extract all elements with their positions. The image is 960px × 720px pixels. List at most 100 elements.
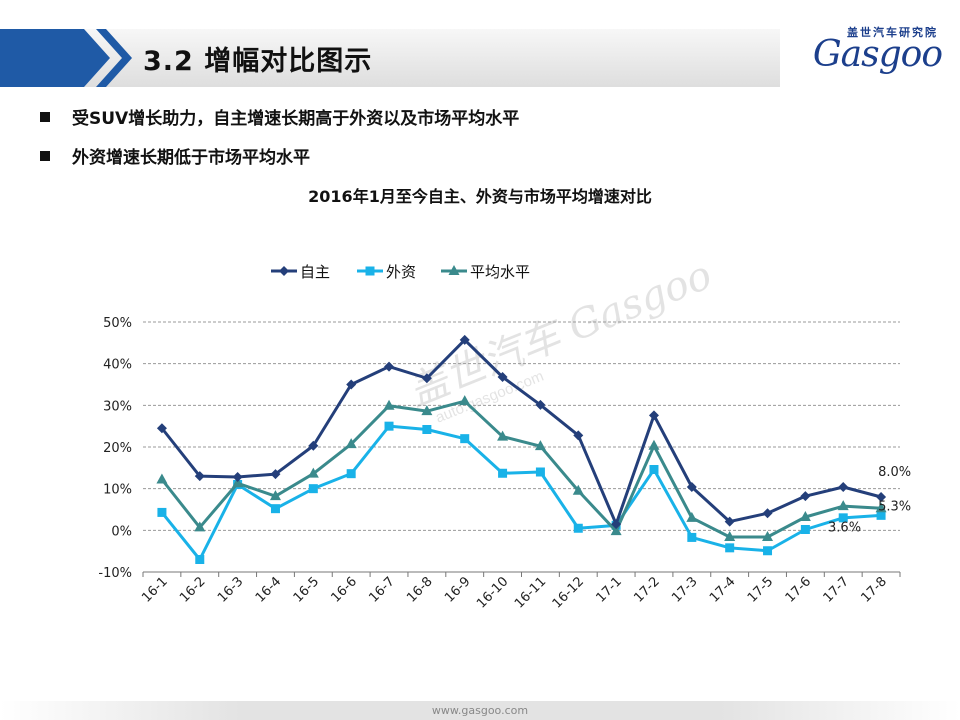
series-line [160,338,882,526]
data-point [194,471,205,482]
chevron-secondary [96,29,132,87]
data-point [572,484,584,495]
data-point [346,379,357,390]
data-point [799,511,811,521]
end-label: 5.3% [878,499,911,514]
x-axis: 16-1 16-2 16-3 16-4 16-5 16-6 16-7 16-8 16-9 16-1… [139,571,901,612]
logo-text-cn: 盖世汽车研究院 [847,26,938,39]
x-tick-label: 17-3 [669,574,700,605]
data-point [195,555,205,564]
legend-item: 外资 [357,263,416,281]
y-axis-ticks: 50% 40% 30% 20% 10% 0% -10% [98,316,132,581]
data-point [270,504,280,514]
data-point [365,266,375,276]
data-point [762,531,774,541]
watermark-logo: 盖世汽车 Gasgoo [402,252,719,416]
x-tick-label: 16-4 [253,574,284,605]
legend-item: 自主 [271,263,330,281]
slide-title: 3.2 增幅对比图示 [143,46,373,77]
data-point [535,399,546,410]
legend-item: 平均水平 [441,263,530,281]
x-tick-label: 16-5 [291,574,322,605]
data-point [346,469,356,479]
data-point [837,500,849,511]
data-point [875,502,887,513]
chart-legend: 自主 外资 平均水平 [271,263,530,281]
footer-bar [0,701,960,720]
y-tick-label: 50% [103,316,132,331]
x-tick-label: 16-1 [139,574,170,605]
data-point [725,543,735,553]
y-tick-label: -10% [98,566,132,581]
y-tick-label: 20% [103,441,132,456]
data-point [648,410,659,421]
x-tick-label: 16-8 [404,574,435,605]
data-point [308,484,318,494]
data-point [876,492,887,502]
data-point [535,467,545,477]
bullet-text-2: 外资增速长期低于市场平均水平 [72,148,310,168]
series-自主 [156,334,887,530]
legend-label: 外资 [386,263,416,281]
data-point [838,482,849,492]
data-point [459,395,471,406]
data-point [763,546,773,556]
x-tick-label: 17-5 [745,574,776,605]
y-tick-label: 40% [103,358,132,373]
bullet-item-2: 外资增速长期低于市场平均水平 [40,143,310,168]
data-point [269,490,281,501]
chart-title: 2016年1月至今自主、外资与市场平均增速对比 [308,187,652,206]
data-point [876,510,886,520]
bullet-square-icon [40,112,50,122]
data-point [762,508,773,519]
data-point [383,399,395,410]
y-tick-label: 30% [103,399,132,414]
header-chevrons [0,29,132,87]
y-tick-label: 0% [111,524,132,539]
y-tick-label: 10% [103,483,132,498]
data-point [686,511,698,522]
data-point [497,372,508,382]
data-point [308,440,319,451]
x-tick-label: 16-7 [366,574,397,605]
gasgoo-logo: 盖世汽车研究院 Gasgoo [796,24,944,84]
bullet-item-1: 受SUV增长助力，自主增速长期高于外资以及市场平均水平 [40,104,519,129]
data-point [687,532,697,542]
data-point [422,425,432,434]
data-point [459,334,470,345]
data-point [460,434,470,444]
x-tick-label: 16-9 [442,574,473,605]
data-point [421,405,433,416]
x-tick-label: 17-1 [593,574,624,605]
data-point [497,430,509,441]
data-point [157,507,167,517]
data-point [800,525,810,534]
data-point [648,439,660,450]
x-tick-label: 17-7 [821,574,852,605]
data-point [534,440,546,451]
data-point [232,472,243,482]
data-point [573,523,583,533]
legend-label: 平均水平 [470,263,530,281]
data-point [279,266,289,276]
logo-text-en: Gasgoo [812,34,943,75]
chevron-main [0,29,110,87]
data-point [800,491,811,502]
data-point [384,421,394,431]
x-tick-label: 16-12 [550,574,587,611]
data-point [307,467,319,478]
data-point [724,531,736,541]
data-point [194,521,206,532]
data-point [232,477,244,488]
legend-label: 自主 [300,263,330,281]
x-tick-label: 16-6 [329,574,360,605]
data-point [724,516,735,527]
bullet-square-icon [40,151,50,161]
data-point [838,513,848,523]
data-point [384,361,395,372]
data-point [270,469,281,480]
bullet-text-1: 受SUV增长助力，自主增速长期高于外资以及市场平均水平 [72,109,520,129]
x-tick-label: 16-2 [177,574,208,605]
data-point [448,265,460,275]
x-tick-label: 17-8 [858,574,889,605]
